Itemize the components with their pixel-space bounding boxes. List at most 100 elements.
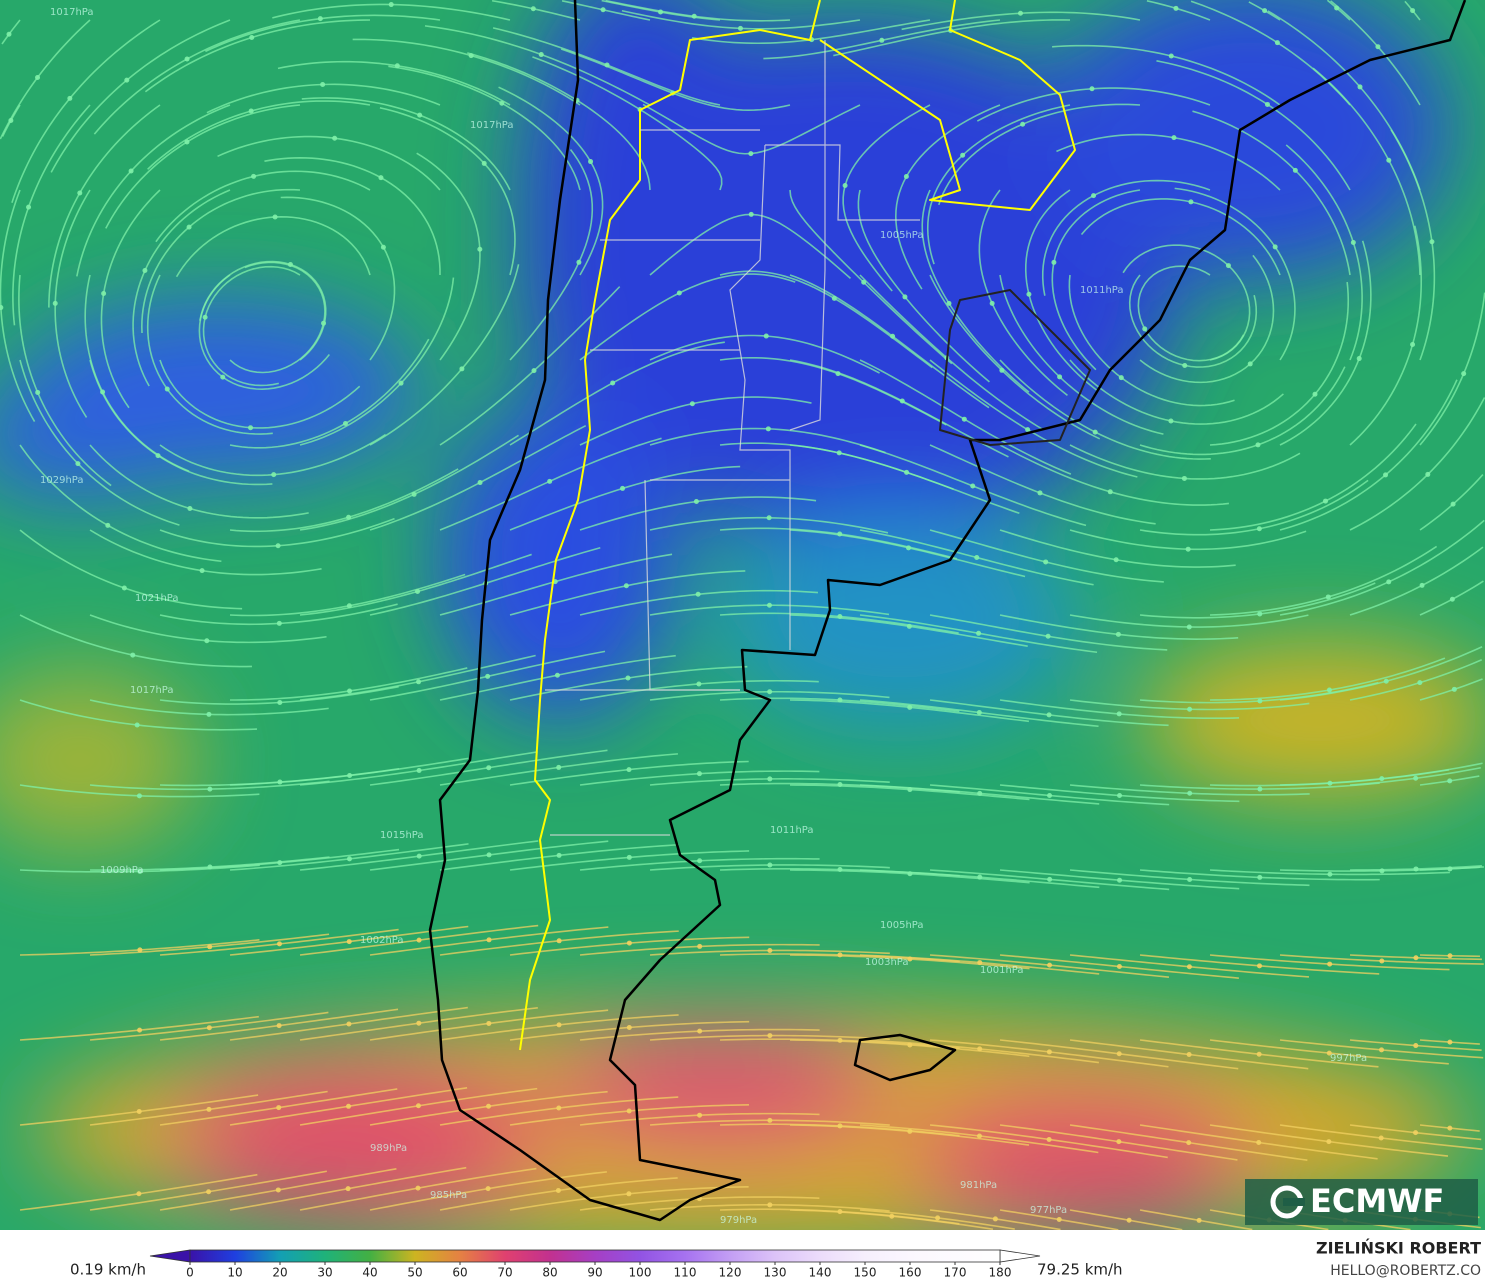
- isobar-label: 977hPa: [1030, 1205, 1067, 1216]
- stream-arrow: [767, 948, 773, 954]
- colorbar-bar: [189, 1249, 1001, 1263]
- stream-arrow: [1326, 1050, 1332, 1056]
- stream-arrow: [547, 478, 553, 484]
- stream-arrow: [697, 943, 703, 949]
- stream-arrow: [415, 1185, 421, 1191]
- isobar-label: 1029hPa: [40, 475, 84, 486]
- stream-arrow: [1410, 341, 1416, 347]
- stream-arrow: [538, 52, 544, 58]
- streamline: [1326, 0, 1351, 21]
- stream-arrow: [416, 853, 422, 859]
- stream-arrow: [1410, 8, 1416, 14]
- stream-arrow: [1168, 418, 1174, 424]
- stream-arrow: [767, 776, 773, 782]
- stream-arrow: [693, 499, 699, 505]
- stream-arrow: [879, 37, 885, 43]
- stream-arrow: [77, 190, 83, 196]
- colorbar-tick-label: 110: [674, 1266, 697, 1280]
- stream-arrow: [1312, 391, 1318, 397]
- stream-arrow: [1046, 1136, 1052, 1142]
- stream-arrow: [1188, 199, 1194, 205]
- stream-arrow: [1325, 594, 1331, 600]
- stream-arrow: [1450, 501, 1456, 507]
- stream-arrow: [1386, 157, 1392, 163]
- stream-arrow: [121, 585, 127, 591]
- stream-arrow: [346, 939, 352, 945]
- stream-arrow: [1386, 579, 1392, 585]
- stream-arrow: [623, 583, 629, 589]
- stream-arrow: [1413, 866, 1419, 872]
- stream-arrow: [486, 765, 492, 771]
- stream-arrow: [1187, 790, 1193, 796]
- stream-arrow: [1117, 792, 1123, 798]
- stream-arrow: [345, 1186, 351, 1192]
- stream-arrow: [347, 773, 353, 779]
- colorbar-tick-label: 100: [629, 1266, 652, 1280]
- colorbar-max: 79.25 km/h: [1037, 1261, 1123, 1279]
- stream-arrow: [1379, 776, 1385, 782]
- stream-arrow: [1447, 1125, 1453, 1131]
- isobar-label: 985hPa: [430, 1190, 467, 1201]
- stream-arrow: [155, 453, 161, 459]
- stream-arrow: [626, 1191, 632, 1197]
- stream-arrow: [137, 947, 143, 953]
- stream-arrow: [1043, 559, 1049, 565]
- stream-arrow: [1116, 964, 1122, 970]
- isobar-label: 1003hPa: [865, 957, 909, 968]
- stream-arrow: [1256, 526, 1262, 532]
- streamline: [0, 19, 91, 140]
- stream-arrow: [186, 224, 192, 230]
- stream-arrow: [1413, 1043, 1419, 1049]
- stream-arrow: [1413, 955, 1419, 961]
- stream-arrow: [220, 374, 226, 380]
- stream-arrow: [531, 368, 537, 374]
- stream-arrow: [1272, 244, 1278, 250]
- stream-arrow: [1116, 711, 1122, 717]
- stream-arrow: [576, 259, 582, 265]
- stream-arrow: [1091, 193, 1097, 199]
- stream-arrow: [486, 1103, 492, 1109]
- isobar-label: 1005hPa: [880, 230, 924, 241]
- colorbar-tick-label: 0: [186, 1266, 194, 1280]
- stream-arrow: [961, 416, 967, 422]
- stream-arrow: [748, 211, 754, 217]
- streamline: [1349, 659, 1483, 701]
- stream-arrow: [697, 1112, 703, 1118]
- isobar-label: 1009hPa: [100, 865, 144, 876]
- stream-arrow: [124, 77, 130, 83]
- stream-arrow: [1461, 371, 1467, 377]
- stream-arrow: [767, 1202, 773, 1208]
- stream-arrow: [1417, 680, 1423, 686]
- stream-arrow: [485, 673, 491, 679]
- stream-arrow: [1356, 356, 1362, 362]
- stream-arrow: [676, 290, 682, 296]
- stream-arrow: [556, 852, 562, 858]
- stream-arrow: [1357, 84, 1363, 90]
- stream-arrow: [136, 793, 142, 799]
- streamlines: [0, 0, 1485, 1231]
- stream-arrow: [999, 367, 1005, 373]
- isobar-label: 1017hPa: [470, 120, 514, 131]
- stream-arrow: [388, 2, 394, 8]
- stream-arrow: [1383, 472, 1389, 478]
- colorbar: 0 10 20 30 40 50 60 70 80 90 100 110 120 130 140 150 160…: [149, 1249, 1041, 1280]
- stream-arrow: [1413, 775, 1419, 781]
- stream-arrow: [317, 16, 323, 22]
- stream-arrow: [977, 960, 983, 966]
- stream-arrow: [1326, 1139, 1332, 1145]
- logo: ECMWF: [1245, 1179, 1478, 1225]
- stream-arrow: [1118, 375, 1124, 381]
- stream-arrow: [1256, 1140, 1262, 1146]
- stream-arrow: [1187, 706, 1193, 712]
- stream-arrow: [992, 1216, 998, 1222]
- colorbar-tick-label: 120: [719, 1266, 742, 1280]
- stream-arrow: [970, 483, 976, 489]
- stream-arrow: [625, 675, 631, 681]
- stream-arrow: [499, 100, 505, 106]
- stream-arrow: [380, 244, 386, 250]
- stream-arrow: [1425, 471, 1431, 477]
- stream-arrow: [1186, 964, 1192, 970]
- stream-arrow: [1451, 686, 1457, 692]
- stream-arrow: [737, 25, 743, 31]
- stream-arrow: [1257, 963, 1263, 969]
